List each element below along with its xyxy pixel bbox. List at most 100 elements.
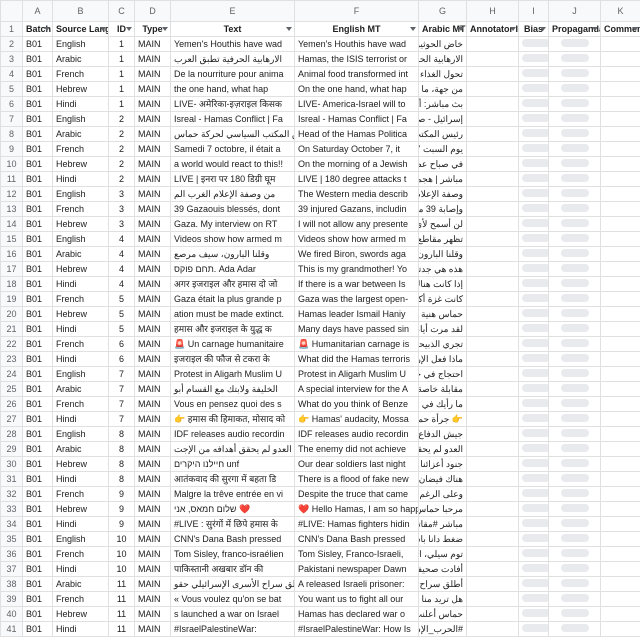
dropdown-chip[interactable] xyxy=(561,279,589,287)
cell-bias[interactable] xyxy=(519,217,549,232)
cell-annotator-id[interactable] xyxy=(467,247,519,262)
cell-annotator-id[interactable] xyxy=(467,397,519,412)
cell-propaganda[interactable] xyxy=(549,82,601,97)
cell-batch[interactable]: B01 xyxy=(23,277,53,292)
cell-propaganda[interactable] xyxy=(549,547,601,562)
cell-type[interactable]: MAIN xyxy=(135,472,171,487)
cell-english-mt[interactable]: Our dear soldiers last night xyxy=(295,457,419,472)
cell-comments[interactable] xyxy=(601,367,640,382)
cell-comments[interactable] xyxy=(601,307,640,322)
cell-source-language[interactable]: Hindi xyxy=(53,97,109,112)
cell-type[interactable]: MAIN xyxy=(135,592,171,607)
col-header-c[interactable]: C xyxy=(109,1,135,22)
cell-source-language[interactable]: English xyxy=(53,37,109,52)
cell-type[interactable]: MAIN xyxy=(135,487,171,502)
cell-id[interactable]: 2 xyxy=(109,172,135,187)
cell-source-language[interactable]: Hindi xyxy=(53,412,109,427)
cell-propaganda[interactable] xyxy=(549,607,601,622)
dropdown-chip[interactable] xyxy=(522,189,549,197)
cell-comments[interactable] xyxy=(601,562,640,577)
cell-annotator-id[interactable] xyxy=(467,172,519,187)
cell-type[interactable]: MAIN xyxy=(135,517,171,532)
row-number[interactable]: 3 xyxy=(1,52,23,67)
cell-bias[interactable] xyxy=(519,307,549,322)
row-number[interactable]: 5 xyxy=(1,82,23,97)
cell-source-language[interactable]: Hebrew xyxy=(53,307,109,322)
cell-annotator-id[interactable] xyxy=(467,262,519,277)
cell-source-language[interactable]: Arabic xyxy=(53,442,109,457)
cell-propaganda[interactable] xyxy=(549,157,601,172)
cell-source-language[interactable]: French xyxy=(53,67,109,82)
cell-english-mt[interactable]: A special interview for the A xyxy=(295,382,419,397)
cell-arabic-mt[interactable]: لقد مرت أيام على الحرب بين حم xyxy=(419,322,467,337)
cell-id[interactable]: 8 xyxy=(109,442,135,457)
cell-source-language[interactable]: Hebrew xyxy=(53,157,109,172)
dropdown-chip[interactable] xyxy=(522,54,549,62)
dropdown-chip[interactable] xyxy=(561,39,589,47)
dropdown-chip[interactable] xyxy=(522,69,549,77)
cell-english-mt[interactable]: The Western media describ xyxy=(295,187,419,202)
dropdown-chip[interactable] xyxy=(522,489,549,497)
cell-source-language[interactable]: English xyxy=(53,367,109,382)
col-header-i[interactable]: I xyxy=(519,1,549,22)
cell-text[interactable]: the one hand, what hap xyxy=(171,82,295,97)
cell-batch[interactable]: B01 xyxy=(23,577,53,592)
cell-english-mt[interactable]: Despite the truce that came xyxy=(295,487,419,502)
cell-bias[interactable] xyxy=(519,442,549,457)
cell-comments[interactable] xyxy=(601,352,640,367)
header-comments[interactable]: Comments xyxy=(601,22,640,37)
cell-annotator-id[interactable] xyxy=(467,412,519,427)
cell-type[interactable]: MAIN xyxy=(135,337,171,352)
cell-text[interactable]: Tom Sisley, franco-israélien xyxy=(171,547,295,562)
cell-type[interactable]: MAIN xyxy=(135,307,171,322)
dropdown-chip[interactable] xyxy=(522,144,549,152)
cell-english-mt[interactable]: LIVE | 180 degree attacks t xyxy=(295,172,419,187)
filter-icon[interactable] xyxy=(100,27,106,31)
cell-arabic-mt[interactable]: بث مباشر: أمريكا - إسرائيل ستتجه xyxy=(419,97,467,112)
cell-text[interactable]: Malgre la trêve entrée en vi xyxy=(171,487,295,502)
dropdown-chip[interactable] xyxy=(522,129,549,137)
cell-annotator-id[interactable] xyxy=(467,487,519,502)
cell-id[interactable]: 4 xyxy=(109,277,135,292)
cell-batch[interactable]: B01 xyxy=(23,622,53,637)
dropdown-chip[interactable] xyxy=(561,114,589,122)
cell-bias[interactable] xyxy=(519,127,549,142)
cell-propaganda[interactable] xyxy=(549,337,601,352)
cell-propaganda[interactable] xyxy=(549,97,601,112)
cell-annotator-id[interactable] xyxy=(467,502,519,517)
row-number[interactable]: 35 xyxy=(1,532,23,547)
cell-bias[interactable] xyxy=(519,562,549,577)
cell-arabic-mt[interactable]: وعلى الرغم من الهدنة التي بدأت يوم xyxy=(419,487,467,502)
cell-english-mt[interactable]: Isreal - Hamas Conflict | Fa xyxy=(295,112,419,127)
col-header-k[interactable]: K xyxy=(601,1,640,22)
cell-source-language[interactable]: French xyxy=(53,592,109,607)
cell-batch[interactable]: B01 xyxy=(23,547,53,562)
cell-english-mt[interactable]: On the morning of a Jewish xyxy=(295,157,419,172)
cell-id[interactable]: 5 xyxy=(109,292,135,307)
cell-bias[interactable] xyxy=(519,547,549,562)
cell-english-mt[interactable]: A released Israeli prisoner: xyxy=(295,577,419,592)
dropdown-chip[interactable] xyxy=(522,249,549,257)
cell-source-language[interactable]: Hindi xyxy=(53,277,109,292)
row-number[interactable]: 13 xyxy=(1,202,23,217)
cell-bias[interactable] xyxy=(519,592,549,607)
cell-bias[interactable] xyxy=(519,412,549,427)
cell-propaganda[interactable] xyxy=(549,232,601,247)
cell-english-mt[interactable]: Pakistani newspaper Dawn xyxy=(295,562,419,577)
dropdown-chip[interactable] xyxy=(561,369,589,377)
dropdown-chip[interactable] xyxy=(561,534,589,542)
col-header-a[interactable]: A xyxy=(23,1,53,22)
cell-comments[interactable] xyxy=(601,517,640,532)
cell-annotator-id[interactable] xyxy=(467,37,519,52)
cell-arabic-mt[interactable]: تظهر مقاطع فيديو كيف اقتحمت عنا xyxy=(419,232,467,247)
cell-comments[interactable] xyxy=(601,217,640,232)
cell-propaganda[interactable] xyxy=(549,592,601,607)
cell-propaganda[interactable] xyxy=(549,427,601,442)
cell-batch[interactable]: B01 xyxy=(23,142,53,157)
row-number[interactable]: 1 xyxy=(1,22,23,37)
cell-type[interactable]: MAIN xyxy=(135,382,171,397)
cell-comments[interactable] xyxy=(601,412,640,427)
cell-arabic-mt[interactable]: تجري الذبيحة الإنسانية في هذا xyxy=(419,337,467,352)
cell-type[interactable]: MAIN xyxy=(135,67,171,82)
cell-batch[interactable]: B01 xyxy=(23,292,53,307)
